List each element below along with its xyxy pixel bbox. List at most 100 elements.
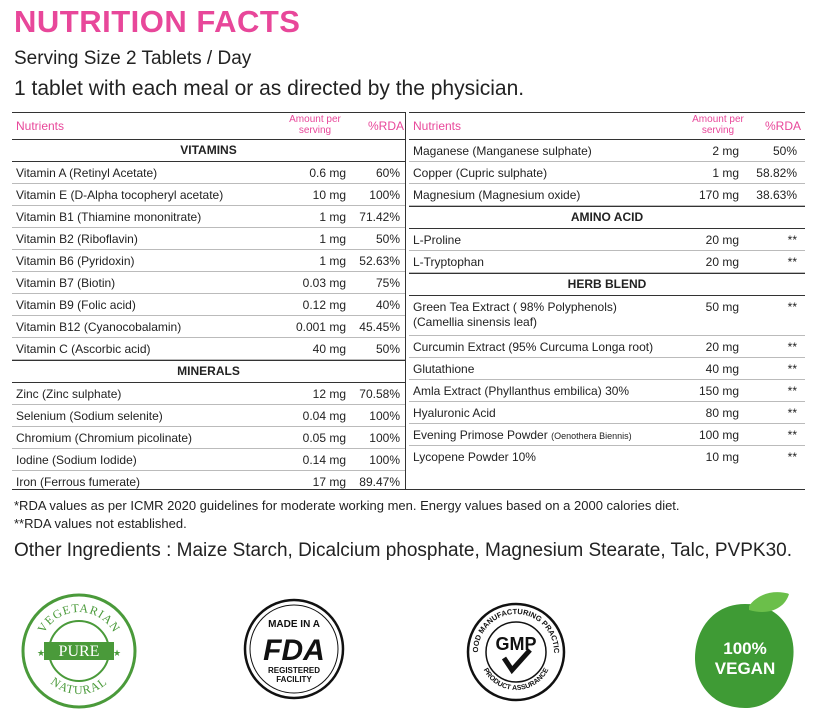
nutrient-name: Iron (Ferrous fumerate) [16,475,141,489]
nutrient-rda: 52.63% [359,254,400,268]
nutrient-rda: 38.63% [756,188,797,202]
nutrient-name: Evening Primose Powder (Oenothera Bienni… [413,428,632,444]
badge-inner-ring [485,621,547,683]
nutrient-name-latin: (Oenothera Biennis) [551,431,632,441]
table-row: Magnesium (Magnesium oxide) 170 mg 38.63% [409,184,805,206]
nutrient-name-line1: Green Tea Extract ( 98% Polyphenols) [413,300,617,314]
nutrient-name: L-Proline [413,233,462,247]
nutrient-rda: 100% [369,431,400,445]
gmp-badge: GOOD MANUFACTURING PRACTICE PRODUCT ASSU… [458,598,566,702]
table-row: Copper (Cupric sulphate) 1 mg 58.82% [409,162,805,184]
nutrient-amount: 0.03 mg [302,276,346,290]
table-bottom-border [12,489,805,490]
nutrient-name: Vitamin E (D-Alpha tocopheryl acetate) [16,188,224,202]
nutrient-name: Iodine (Sodium Iodide) [16,453,137,467]
table-row: Vitamin B9 (Folic acid) 0.12 mg 40% [12,294,405,316]
star-icon: ★ [37,648,45,658]
nutrient-name: Glutathione [413,362,475,376]
nutrient-amount: 0.04 mg [302,409,346,423]
nutrient-rda: 100% [369,188,400,202]
badge-ribbon [44,642,114,660]
nutrient-rda: ** [787,340,797,354]
nutrient-amount: 0.001 mg [295,320,346,334]
nutrient-name: Vitamin B2 (Riboflavin) [16,232,138,246]
nutrient-name: Vitamin B1 (Thiamine mononitrate) [16,210,202,224]
nutrient-name: Curcumin Extract (95% Curcuma Longa root… [413,340,654,354]
nutrient-rda: ** [787,362,797,376]
vegetarian-badge: VEGETARIAN NATURAL PURE ★ ★ [21,593,137,709]
table-row: Evening Primose Powder (Oenothera Bienni… [409,424,805,446]
badge-text-top: MADE IN A [268,619,320,630]
nutrient-amount: 0.14 mg [302,453,346,467]
header-rda: %RDA [765,119,802,133]
badge-outer-ring [466,602,566,702]
table-row: Lycopene Powder 10% 10 mg ** [409,446,805,467]
table-row: Vitamin B2 (Riboflavin) 1 mg 50% [12,228,405,250]
header-amount: Amount per serving [683,114,753,136]
nutrient-rda: 60% [375,166,400,180]
header-amount-line2: serving [701,125,735,136]
header-rda: %RDA [368,119,405,133]
checkmark-icon [501,648,532,675]
nutrient-amount: 0.6 mg [309,166,346,180]
table-row: Selenium (Sodium selenite) 0.04 mg 100% [12,405,405,427]
nutrient-amount: 20 mg [705,233,739,247]
nutrient-amount: 80 mg [705,406,739,420]
nutrient-rda: 50% [375,342,400,356]
nutrient-amount: 20 mg [705,340,739,354]
section-minerals: MINERALS [12,360,405,383]
nutrient-rda: 50% [375,232,400,246]
nutrient-name: Vitamin B12 (Cyanocobalamin) [16,320,182,334]
nutrient-rda: 89.47% [359,475,400,489]
badge-text-bottom: NATURAL [48,674,109,697]
table-row: Vitamin B7 (Biotin) 0.03 mg 75% [12,272,405,294]
table-row: Vitamin B6 (Pyridoxin) 1 mg 52.63% [12,250,405,272]
table-row: L-Proline 20 mg ** [409,229,805,251]
nutrient-rda: 40% [375,298,400,312]
nutrient-rda: 71.42% [359,210,400,224]
directions: 1 tablet with each meal or as directed b… [14,77,525,100]
table-row: Amla Extract (Phyllanthus embilica) 30% 1… [409,380,805,402]
nutrient-rda: 100% [369,453,400,467]
table-row: Green Tea Extract ( 98% Polyphenols) (Ca… [409,296,805,336]
table-row: Curcumin Extract (95% Curcuma Longa root… [409,336,805,358]
table-row: Vitamin B1 (Thiamine mononitrate) 1 mg 71.… [12,206,405,228]
nutrient-rda: 70.58% [359,387,400,401]
nutrient-rda: 58.82% [756,166,797,180]
nutrient-rda: ** [787,233,797,247]
nutrient-name: Maganese (Manganese sulphate) [413,144,592,158]
nutrient-amount: 100 mg [698,428,739,442]
table-header: Nutrients Amount per serving %RDA [409,113,805,140]
nutrient-name: Magnesium (Magnesium oxide) [413,188,581,202]
nutrient-name: Vitamin B9 (Folic acid) [16,298,136,312]
nutrient-name: Zinc (Zinc sulphate) [16,387,122,401]
other-ingredients: Other Ingredients : Maize Starch, Dicalc… [14,540,792,561]
nutrient-amount: 1 mg [319,254,346,268]
nutrient-rda: ** [787,255,797,269]
nutrient-name: Amla Extract (Phyllanthus embilica) 30% [413,384,630,398]
nutrient-name: Vitamin C (Ascorbic acid) [16,342,151,356]
table-row: Vitamin E (D-Alpha tocopheryl acetate) 10… [12,184,405,206]
badge-outer-ring [243,598,345,700]
nutrient-rda: ** [787,428,797,442]
table-row: Hyaluronic Acid 80 mg ** [409,402,805,424]
nutrient-rda: ** [787,406,797,420]
page-title: NUTRITION FACTS [14,4,301,39]
badge-outer-ring [21,593,137,709]
nutrient-amount: 0.12 mg [302,298,346,312]
nutrient-amount: 150 mg [698,384,739,398]
badge-body [695,604,794,708]
nutrient-name: Chromium (Chromium picolinate) [16,431,193,445]
nutrient-name: Vitamin B7 (Biotin) [16,276,116,290]
fda-badge: MADE IN A FDA REGISTERED FACILITY [243,598,345,700]
nutrient-amount: 50 mg [705,300,739,314]
badge-text-middle: PURE [59,643,100,660]
nutrient-rda: 100% [369,409,400,423]
nutrient-amount: 10 mg [312,188,346,202]
section-herb-blend: HERB BLEND [409,273,805,296]
table-row: L-Tryptophan 20 mg ** [409,251,805,273]
nutrient-rda: ** [787,384,797,398]
header-amount-line2: serving [298,125,332,136]
nutrient-amount: 10 mg [705,450,739,464]
header-amount: Amount per serving [280,114,350,136]
